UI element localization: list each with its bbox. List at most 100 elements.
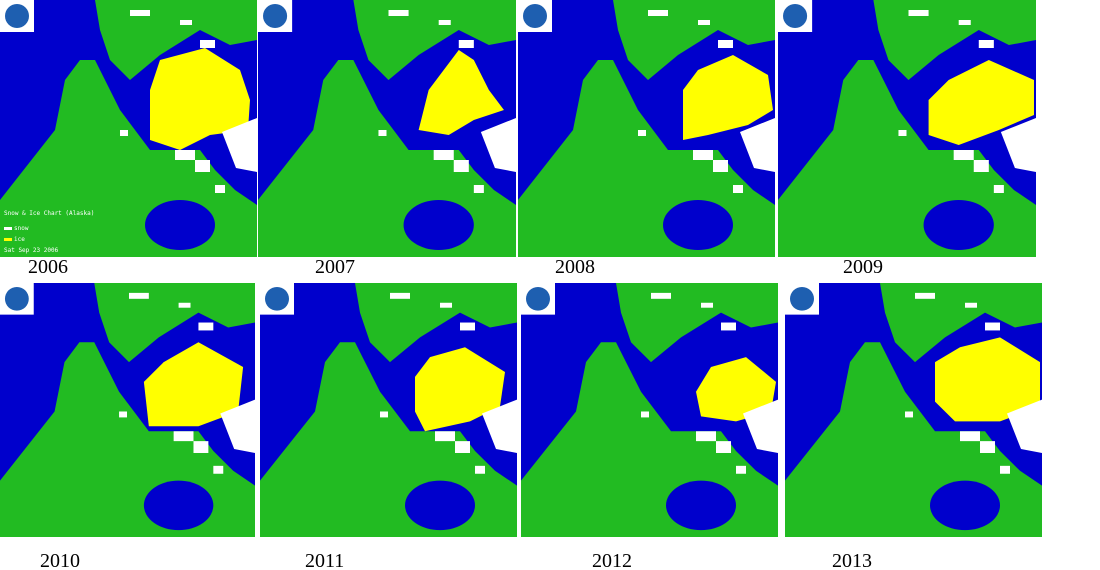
logo — [526, 286, 550, 311]
year-label: 2006 — [28, 256, 68, 278]
sea-ice — [683, 55, 773, 140]
legend-date: Sat Sep 23 2006 — [4, 247, 59, 254]
snow-patch — [978, 40, 994, 48]
greenland-ice — [482, 399, 517, 453]
year-label: 2010 — [40, 550, 80, 570]
year-label: 2011 — [305, 550, 345, 570]
snow-patch — [200, 40, 215, 48]
snow-patch — [388, 10, 409, 16]
snow-patch — [701, 302, 713, 308]
snow-patch — [718, 40, 733, 48]
snow-patch — [1000, 465, 1010, 474]
land — [873, 0, 1036, 80]
year-label: 2007 — [315, 256, 355, 278]
snow-patch — [641, 411, 649, 418]
snow-patch — [473, 185, 484, 193]
snow-patch — [175, 150, 195, 160]
logo — [790, 286, 814, 311]
snow-patch — [713, 160, 728, 172]
greenland-ice — [740, 118, 775, 172]
logo — [783, 4, 808, 28]
bay — [930, 480, 1000, 531]
snow-patch — [980, 441, 995, 453]
bay — [145, 200, 215, 250]
snow-patch — [453, 160, 469, 172]
snow-patch — [736, 465, 746, 474]
snow-patch — [460, 322, 475, 331]
logo — [4, 286, 29, 311]
snow-patch — [119, 411, 128, 418]
snow-patch — [475, 465, 485, 474]
snow-patch — [985, 322, 1000, 331]
snow-patch — [651, 292, 671, 299]
snow-patch — [173, 431, 194, 442]
snow-patch — [693, 150, 713, 160]
sea-ice — [150, 48, 250, 150]
greenland-ice — [743, 399, 778, 453]
snow-patch — [648, 10, 668, 16]
snow-patch — [898, 130, 907, 136]
bay — [143, 480, 214, 531]
snow-ice-map: Snow & Ice Chart (Alaska) snow ice Sat Sep … — [0, 0, 257, 257]
snow-patch — [180, 20, 192, 25]
greenland-ice — [1007, 399, 1042, 453]
land — [880, 283, 1042, 363]
snow-patch — [696, 431, 716, 442]
snow-patch — [716, 441, 731, 453]
snow-patch — [905, 411, 913, 418]
year-label: 2008 — [555, 256, 595, 278]
snow-patch — [120, 130, 128, 136]
sea-ice — [696, 357, 776, 422]
bay — [923, 200, 994, 250]
logo — [265, 286, 289, 311]
land — [353, 0, 516, 80]
snow-ice-map — [778, 0, 1036, 257]
snow-patch — [178, 302, 191, 308]
sea-ice — [418, 50, 504, 135]
snow-ice-map — [258, 0, 516, 257]
legend-ice: ice — [14, 236, 25, 243]
bay — [405, 480, 475, 531]
snow-patch — [953, 150, 974, 160]
snow-patch — [440, 302, 452, 308]
snow-patch — [215, 185, 225, 193]
snow-patch — [195, 160, 210, 172]
year-label: 2009 — [843, 256, 883, 278]
bay — [403, 200, 474, 250]
snow-patch — [960, 431, 980, 442]
land — [616, 283, 778, 363]
snow-patch — [733, 185, 743, 193]
greenland-ice — [222, 118, 257, 172]
snow-patch — [390, 292, 410, 299]
snow-patch — [433, 150, 454, 160]
snow-patch — [198, 322, 214, 331]
snow-ice-map — [260, 283, 517, 537]
snow-patch — [993, 185, 1004, 193]
snow-patch — [213, 465, 224, 474]
year-label: 2012 — [592, 550, 632, 570]
snow-ice-map — [518, 0, 775, 257]
snow-patch — [435, 431, 455, 442]
logo — [263, 4, 288, 28]
legend-snow: snow — [14, 225, 29, 232]
snow-patch — [438, 20, 451, 25]
logo — [523, 4, 547, 28]
snow-patch — [698, 20, 710, 25]
logo — [5, 4, 29, 28]
sea-ice — [928, 60, 1034, 145]
bay — [663, 200, 733, 250]
land — [94, 283, 255, 363]
snow-patch — [193, 441, 209, 453]
sea-ice — [415, 347, 505, 432]
snow-ice-map — [0, 283, 255, 537]
snow-patch — [130, 10, 150, 16]
land — [95, 0, 257, 80]
snow-patch — [128, 292, 149, 299]
snow-patch — [721, 322, 736, 331]
snow-patch — [638, 130, 646, 136]
greenland-ice — [1000, 118, 1036, 172]
snow-patch — [908, 10, 929, 16]
snow-patch — [455, 441, 470, 453]
ice-swatch — [4, 238, 12, 241]
